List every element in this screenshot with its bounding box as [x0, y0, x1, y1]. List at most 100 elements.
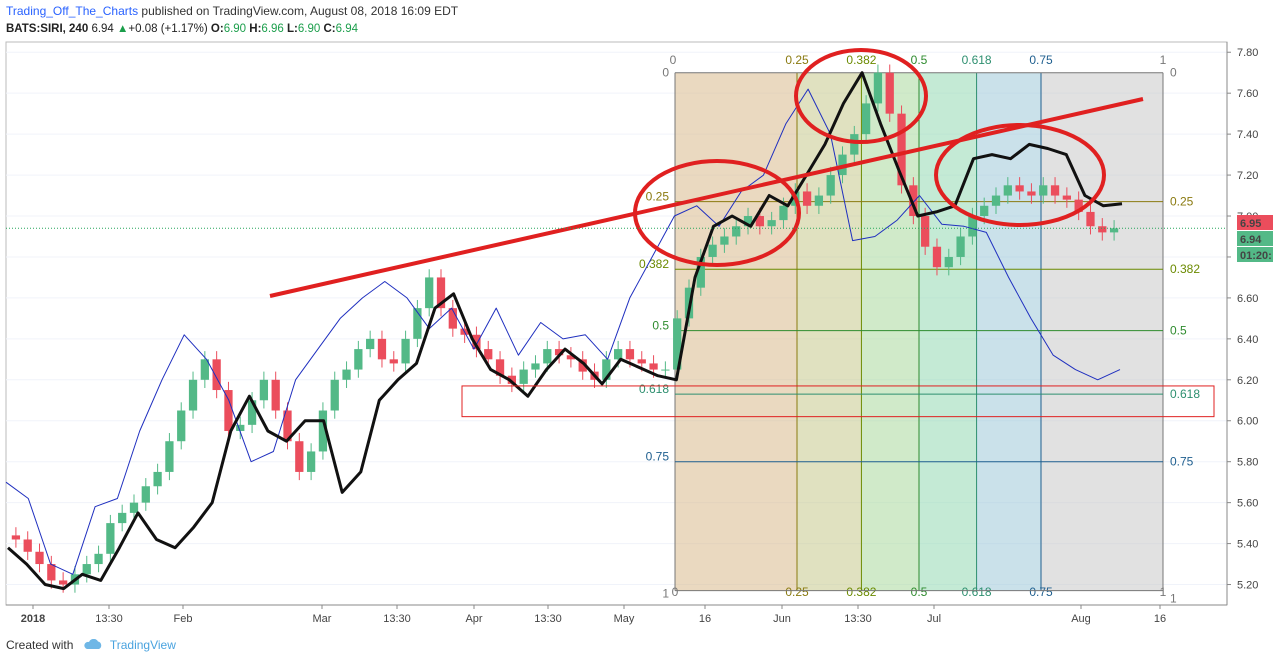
- candle: [1003, 177, 1012, 204]
- candle-body: [212, 359, 221, 391]
- x-tick-label: Mar: [313, 613, 332, 625]
- candle: [861, 95, 871, 143]
- candle-body: [956, 236, 965, 257]
- fib-left-label: 0.5: [652, 319, 669, 333]
- candle-body: [625, 349, 635, 360]
- candle: [909, 177, 918, 225]
- annotations: [6, 48, 1227, 418]
- candle-body: [318, 410, 328, 452]
- fib-left-label: 0: [662, 66, 669, 80]
- candle-body: [968, 216, 977, 237]
- candle-body: [861, 103, 871, 135]
- candle: [661, 361, 670, 378]
- candle: [991, 187, 1001, 214]
- candle: [850, 125, 859, 163]
- candle-body: [755, 216, 764, 227]
- change-value: +0.08 (+1.17%): [128, 23, 208, 35]
- candle-body: [1074, 199, 1083, 212]
- candle: [306, 443, 316, 481]
- low-label: L:: [287, 23, 298, 35]
- tradingview-link[interactable]: TradingView: [109, 638, 176, 652]
- symbol-label[interactable]: BATS:SIRI, 240: [6, 23, 89, 35]
- candle: [814, 187, 824, 214]
- candle-body: [1086, 211, 1095, 227]
- candle-body: [1109, 228, 1119, 233]
- candle: [519, 361, 528, 393]
- candle-body: [23, 539, 32, 552]
- candle: [944, 248, 953, 276]
- candle-body: [980, 205, 989, 217]
- fib-time-zones: 000.250.250.3820.3820.50.50.6180.6180.75…: [639, 53, 1200, 606]
- candle-body: [578, 359, 587, 372]
- candle-body: [814, 195, 824, 206]
- candle-body: [495, 359, 505, 376]
- y-tick-label: 5.60: [1237, 498, 1258, 510]
- x-tick-label: 13:30: [95, 613, 123, 625]
- candle-body: [767, 220, 776, 227]
- candle: [118, 504, 127, 532]
- candle-body: [259, 379, 269, 401]
- candle-body: [873, 72, 883, 104]
- candle-body: [47, 564, 56, 581]
- trend-line: [269, 97, 1144, 298]
- candle-body: [366, 338, 375, 350]
- candle: [968, 207, 977, 245]
- candle: [377, 330, 387, 368]
- fib-bottom-label: 1: [1160, 585, 1167, 599]
- candle: [885, 64, 894, 122]
- candle: [767, 211, 776, 235]
- candle: [1039, 177, 1048, 204]
- candle-body: [991, 195, 1001, 206]
- candle-body: [519, 369, 528, 384]
- x-tick-label: 16: [1154, 613, 1166, 625]
- fib-right-label: 1: [1170, 592, 1177, 606]
- candle: [318, 402, 328, 460]
- fib-left-label: 0.618: [639, 382, 669, 396]
- candle-body: [354, 349, 363, 370]
- candle-body: [720, 236, 729, 245]
- price-tag-label: 6.95: [1240, 218, 1261, 230]
- candle-body: [484, 349, 493, 360]
- candle: [82, 555, 91, 583]
- up-arrow-icon: ▲: [117, 23, 129, 35]
- candle-body: [1050, 185, 1060, 196]
- candle: [47, 555, 56, 589]
- candle-body: [94, 553, 103, 565]
- open-label: O:: [210, 23, 224, 35]
- fib-bottom-label: 0: [672, 585, 679, 599]
- fib-top-label: 0.25: [785, 53, 809, 67]
- fib-right-label: 0: [1170, 66, 1177, 80]
- price-tag-label: 6.94: [1240, 234, 1262, 246]
- candle: [11, 527, 21, 548]
- candle-body: [118, 512, 127, 524]
- fib-zone: [675, 72, 797, 591]
- candle-body: [330, 379, 339, 411]
- candle: [23, 531, 32, 560]
- candle-body: [35, 551, 44, 565]
- candle-body: [932, 246, 942, 268]
- price-tag-label: 01:20:: [1240, 250, 1272, 262]
- candle-body: [283, 410, 292, 442]
- fib-bottom-label: 0.618: [962, 585, 992, 599]
- y-tick-label: 6.40: [1237, 334, 1258, 346]
- blue-line: [5, 88, 1121, 575]
- candle: [708, 236, 717, 266]
- candle: [932, 238, 942, 276]
- candle-body: [188, 379, 198, 411]
- fib-top-label: 0.382: [846, 53, 876, 67]
- x-tick-label: Jul: [927, 613, 941, 625]
- candle-body: [1027, 191, 1036, 196]
- candle: [578, 351, 587, 380]
- candle: [743, 207, 753, 235]
- candle: [342, 361, 351, 388]
- candle-body: [436, 277, 446, 309]
- published-text: published on TradingView.com, August 08,…: [141, 4, 459, 18]
- candle-body: [425, 277, 434, 309]
- fib-left-label: 0.25: [646, 190, 670, 204]
- author-link[interactable]: Trading_Off_The_Charts: [6, 4, 139, 18]
- footer: Created with TradingView: [6, 638, 176, 652]
- candle-body: [1062, 195, 1071, 200]
- candle-body: [531, 363, 540, 370]
- fib-right-label: 0.75: [1170, 455, 1194, 469]
